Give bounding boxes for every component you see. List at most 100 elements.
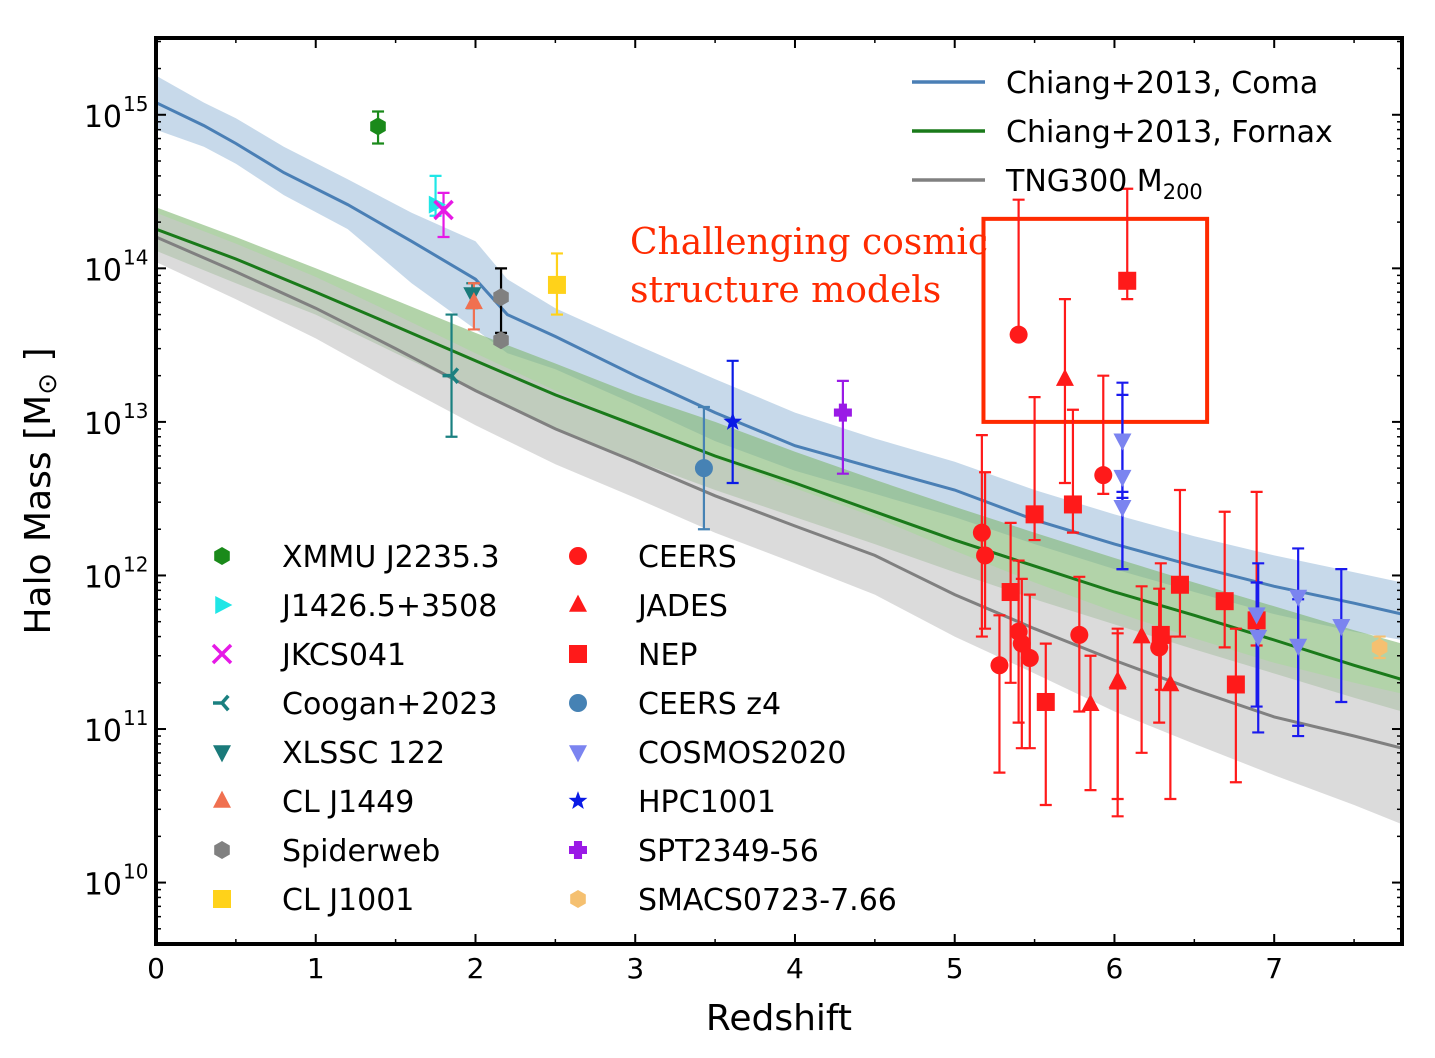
xlssc-122-legend-marker — [213, 745, 231, 763]
y-tick-exponent: 10 — [123, 860, 148, 884]
coma-band — [156, 75, 1402, 641]
y-tick-label: 10 — [84, 407, 122, 442]
cl-j1449-legend-label: CL J1449 — [282, 785, 414, 820]
spt2349-56-legend-label: SPT2349-56 — [638, 834, 819, 869]
nep-point — [1226, 675, 1245, 694]
x-tick-label: 7 — [1265, 952, 1283, 985]
jades-errorbar — [1135, 585, 1148, 754]
jades-point — [1132, 626, 1151, 644]
nep-point — [1215, 592, 1234, 611]
cosmos2020-point — [1113, 469, 1132, 487]
ceers-point — [1009, 325, 1028, 344]
ceers-point — [1094, 466, 1113, 485]
y-tick-exponent: 13 — [123, 399, 148, 423]
ceers-point — [1020, 649, 1039, 668]
cl-j1001-legend-label: CL J1001 — [282, 883, 414, 918]
hpc1001-point — [723, 412, 743, 430]
ceers-z4-point — [694, 459, 713, 478]
y-tick-exponent: 15 — [123, 92, 148, 116]
highlight-box — [981, 216, 1210, 424]
coogan-2023-legend-label: Coogan+2023 — [282, 687, 498, 722]
spt2349-56-errorbar — [836, 379, 849, 475]
cosmos2020-point — [1289, 638, 1308, 656]
jades-point — [1108, 672, 1127, 690]
jades-errorbar — [1084, 654, 1097, 792]
fornax-legend-label: Chiang+2013, Fornax — [1006, 115, 1333, 150]
coma-legend-label: Chiang+2013, Coma — [1006, 66, 1318, 101]
cl-j1449-point — [464, 292, 483, 310]
y-tick-exponent: 11 — [123, 706, 148, 730]
spt2349-56-point — [833, 403, 852, 422]
jades-errorbar — [1058, 298, 1071, 485]
jades-point — [1055, 368, 1074, 386]
nep-point — [1118, 271, 1137, 290]
x-tick-label: 2 — [467, 952, 485, 985]
y-tick-label: 10 — [84, 560, 122, 595]
cosmos2020-point — [1247, 607, 1266, 625]
jkcs041-point — [433, 199, 454, 221]
y-tick-exponent: 12 — [123, 552, 148, 576]
nep-errorbar — [1229, 627, 1242, 784]
cosmos2020-point — [1113, 433, 1132, 451]
fornax-line — [156, 227, 1402, 681]
ceers-legend-marker — [569, 547, 587, 565]
legend-label-subscript: 200 — [1163, 180, 1203, 204]
cl-j1001-point — [547, 275, 566, 294]
nep-point — [1063, 495, 1082, 514]
smacs0723-7-66-legend-marker — [570, 890, 586, 908]
spiderweb-point — [493, 331, 509, 350]
nep-legend-label: NEP — [638, 638, 698, 673]
nep-point — [1036, 692, 1055, 711]
ceers-z4-legend-label: CEERS z4 — [638, 687, 781, 722]
jades-point — [1161, 674, 1180, 692]
y-tick-label: 10 — [84, 868, 122, 903]
x-tick-label: 6 — [1106, 952, 1124, 985]
nep-point — [1170, 575, 1189, 594]
jkcs041-legend-marker — [211, 643, 233, 665]
xmmu-j2235-3-legend-label: XMMU J2235.3 — [282, 540, 500, 575]
legend-label-text: Chiang+2013, Coma — [1006, 66, 1318, 101]
legend-label-text: TNG300 M — [1005, 164, 1163, 199]
ceers-errorbar — [1073, 575, 1086, 713]
cosmos2020-point — [1332, 619, 1351, 637]
ceers-errorbar — [1023, 593, 1036, 750]
xlssc-122-legend-label: XLSSC 122 — [282, 736, 445, 771]
tng-legend-label: TNG300 M200 — [1005, 164, 1203, 204]
y-axis-label-text: Halo Mass [M — [18, 395, 59, 635]
cosmos2020-point — [1249, 629, 1268, 647]
nep-point — [1151, 625, 1170, 644]
coogan-2023-legend-marker — [213, 694, 230, 712]
x-axis-label: Redshift — [706, 998, 852, 1039]
x-tick-label: 1 — [307, 952, 325, 985]
y-axis-label: Halo Mass [M⊙ ] — [18, 347, 63, 634]
cosmos2020-point — [1113, 500, 1132, 518]
ceers-errorbar — [993, 614, 1006, 774]
ceers-point — [990, 656, 1009, 675]
ceers-point — [976, 546, 995, 565]
cosmos2020-legend-label: COSMOS2020 — [638, 736, 847, 771]
ceers-legend-label: CEERS — [638, 540, 737, 575]
cl-j1449-legend-marker — [213, 790, 231, 808]
y-axis-label-symbol: ⊙ — [33, 373, 63, 395]
plot-frame — [154, 36, 1404, 946]
nep-point — [1025, 505, 1044, 524]
cosmos2020-legend-marker — [569, 745, 587, 763]
jkcs041-errorbar — [437, 191, 450, 239]
spt2349-56-legend-marker — [569, 841, 587, 859]
xmmu-j2235-3-point — [370, 117, 386, 136]
smacs0723-7-66-legend-label: SMACS0723-7.66 — [638, 883, 897, 918]
nep-errorbar — [1004, 521, 1017, 684]
x-tick-label: 5 — [946, 952, 964, 985]
x-tick-label: 4 — [786, 952, 804, 985]
cosmos2020-errorbar — [1250, 581, 1263, 708]
y-axis-label-close: ] — [18, 347, 59, 373]
coogan-2023-point — [442, 367, 460, 385]
jades-point — [1081, 693, 1100, 711]
cl-j1001-legend-marker — [213, 890, 231, 908]
j1426-5-3508-legend-marker — [215, 596, 233, 614]
spiderweb-legend-marker — [214, 841, 230, 859]
j1426-5-3508-legend-label: J1426.5+3508 — [280, 589, 497, 624]
x-tick-label: 3 — [626, 952, 644, 985]
